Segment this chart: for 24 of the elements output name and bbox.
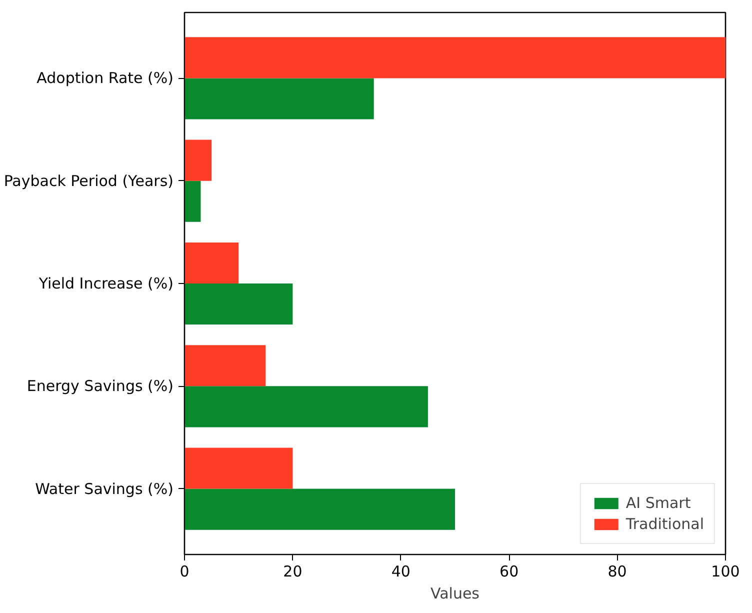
x-tick-label: 60 — [500, 562, 519, 580]
x-tick-label: 100 — [711, 562, 740, 580]
x-tick-label: 0 — [180, 562, 190, 580]
y-tick-label: Adoption Rate (%) — [36, 69, 174, 88]
y-tick-label: Yield Increase (%) — [38, 274, 174, 292]
y-tick-label: Energy Savings (%) — [26, 377, 174, 396]
bar — [184, 345, 266, 386]
x-tick-label: 40 — [391, 562, 410, 580]
bar — [184, 242, 239, 284]
legend-label: Traditional — [626, 515, 704, 533]
x-tick-label: 80 — [608, 562, 627, 580]
y-tick-label: Payback Period (Years) — [4, 172, 174, 190]
bar — [184, 284, 293, 325]
bar — [184, 180, 201, 222]
x-tick-label: 20 — [283, 562, 302, 580]
bar — [184, 448, 293, 489]
bar — [184, 140, 212, 181]
bar — [184, 488, 455, 530]
y-tick-label: Water Savings (%) — [35, 480, 174, 498]
x-axis-title: Values — [430, 584, 480, 602]
bar — [184, 78, 374, 120]
bar — [184, 386, 428, 428]
legend-label: AI Smart — [626, 494, 691, 512]
bar — [184, 37, 726, 78]
